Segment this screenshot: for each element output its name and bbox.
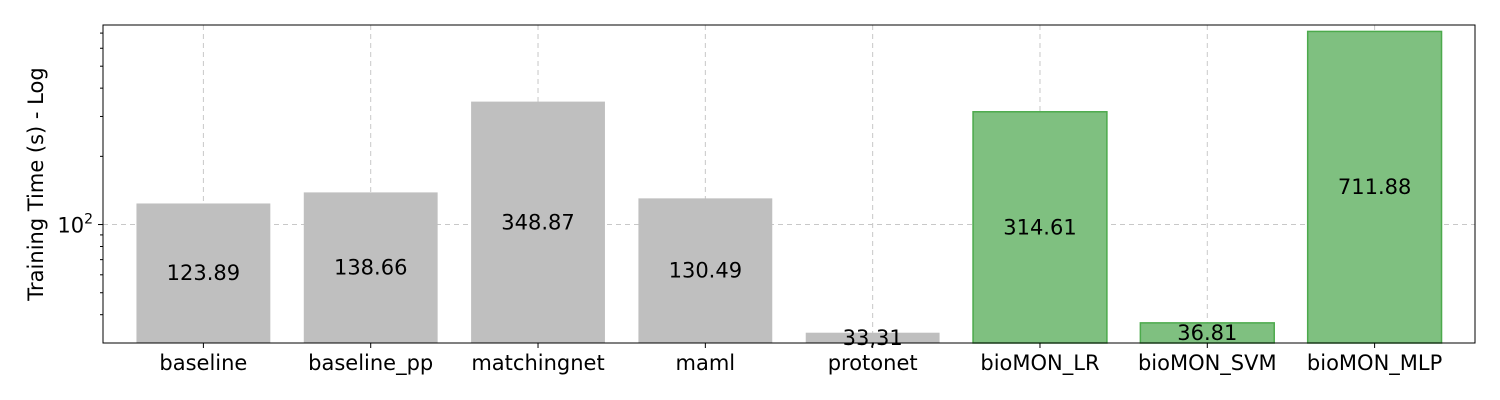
bar-protonet — [805, 332, 940, 343]
x-tick-label: matchingnet — [471, 351, 604, 375]
x-tick-label: maml — [676, 351, 736, 375]
data-labels: 123.89 138.66348.87130.4933,31314.6136.81… — [167, 175, 1412, 350]
x-tick-label: baseline_pp — [308, 351, 433, 376]
y-axis-ticks: 102 — [57, 32, 103, 316]
data-label-bioMON_MLP: 711.88 — [1338, 175, 1411, 199]
x-tick-label: protonet — [828, 351, 918, 375]
data-label-baseline_pp: 138.66 — [334, 256, 407, 280]
y-tick-label: 102 — [57, 212, 93, 238]
data-label-baseline: 123.89 — [167, 261, 240, 285]
x-tick-label: baseline — [159, 351, 247, 375]
bar-bioMON_MLP — [1306, 30, 1443, 344]
bar-maml — [638, 198, 773, 343]
data-label-matchingnet: 348.87 — [501, 210, 574, 234]
bars — [136, 30, 1443, 344]
x-tick-label: bioMON_MLP — [1307, 351, 1442, 376]
x-axis-ticks: baseline baseline_pp matchingnet maml proton… — [159, 343, 1442, 376]
data-label-maml: 130.49 — [669, 259, 742, 283]
data-label-bioMON_LR: 314.61 — [1003, 215, 1076, 239]
data-label-bioMON_SVM: 36.81 — [1177, 321, 1237, 345]
bar-baseline — [136, 203, 271, 343]
bar-baseline_pp — [303, 192, 438, 343]
plot-frame — [102, 24, 1476, 344]
x-tick-label: bioMON_SVM — [1138, 351, 1277, 376]
y-axis-label: Training Time (s) - Log — [24, 67, 48, 301]
x-tick-label: bioMON_LR — [980, 351, 1099, 376]
bar-matchingnet — [471, 101, 605, 343]
bar-bioMON_LR — [972, 111, 1108, 344]
